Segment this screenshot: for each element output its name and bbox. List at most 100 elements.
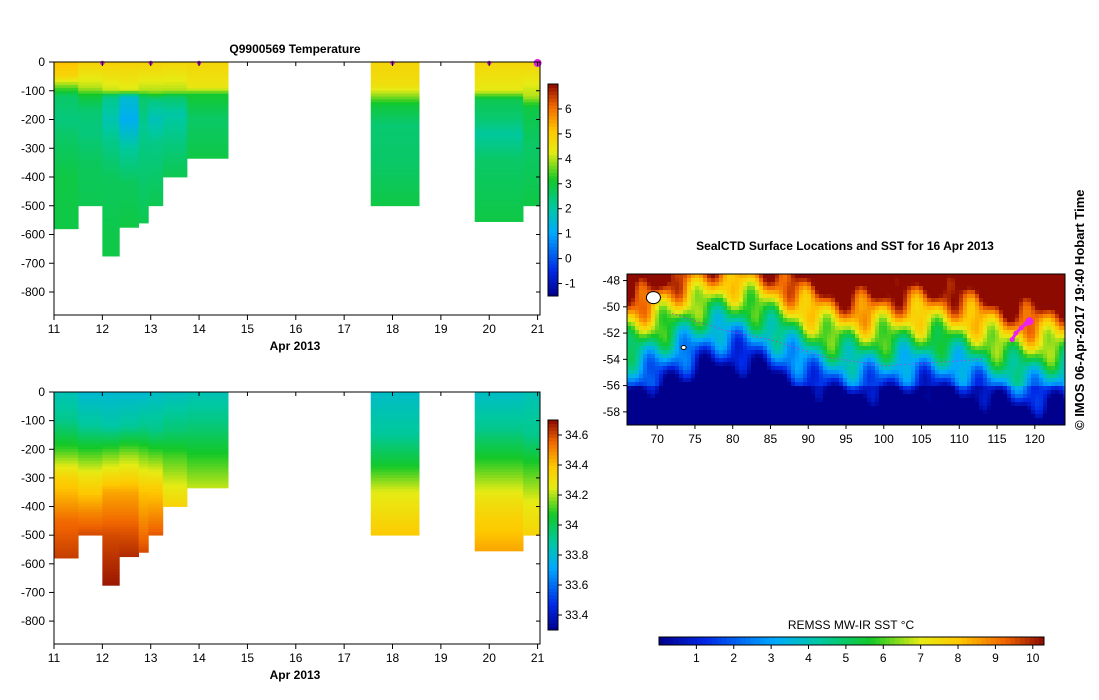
sst-cell xyxy=(851,306,856,311)
sst-cell xyxy=(1035,382,1040,387)
sst-cell xyxy=(667,330,672,335)
sst-cell xyxy=(1003,334,1008,339)
profile-3-cell xyxy=(119,174,140,178)
profile-5-cell xyxy=(148,182,164,187)
sst-cell xyxy=(751,310,756,315)
sst-cell xyxy=(843,326,848,331)
sst-cell xyxy=(1059,310,1064,315)
sst-cell xyxy=(943,326,948,331)
profile-10-cell xyxy=(523,440,541,444)
sst-cell xyxy=(835,294,840,299)
sst-cell xyxy=(735,354,740,359)
profile-9-cell xyxy=(474,87,524,92)
colorbar-segment xyxy=(548,243,558,248)
sst-cell xyxy=(939,390,944,395)
sst-cell xyxy=(715,286,720,291)
profile-4-cell xyxy=(138,523,149,527)
sst-cell xyxy=(835,310,840,315)
sst-cell xyxy=(1027,354,1032,359)
profile-5-cell xyxy=(148,477,164,482)
temperature-x-axis: 11 12 13 14 15 16 17 18 19 20 21 xyxy=(48,62,545,336)
profile-2-cell xyxy=(102,581,120,585)
profile-4-cell xyxy=(138,64,149,69)
profile-0-cell xyxy=(54,214,79,218)
sst-cell xyxy=(767,338,772,343)
profile-5-cell xyxy=(148,156,164,161)
sst-cell xyxy=(911,314,916,319)
sst-cell xyxy=(931,378,936,383)
sst-cell xyxy=(847,322,852,327)
sst-cell xyxy=(963,342,968,347)
sst-cell xyxy=(875,302,880,307)
profile-1-cell xyxy=(78,102,103,106)
sst-cell xyxy=(763,354,768,359)
x-tick-label: 11 xyxy=(48,651,61,665)
profile-4-cell xyxy=(138,125,149,129)
sst-cell xyxy=(843,378,848,383)
sst-cell xyxy=(663,358,668,363)
profile-7-cell xyxy=(186,417,229,422)
profile-8-cell xyxy=(370,113,420,118)
sst-cell xyxy=(955,310,960,315)
sst-cell xyxy=(895,354,900,359)
sst-cell xyxy=(883,298,888,303)
profile-9-cell xyxy=(474,179,524,184)
sst-cell xyxy=(763,374,768,379)
profile-5-cell xyxy=(148,414,164,419)
sst-cell xyxy=(819,290,824,295)
profile-1-cell xyxy=(78,469,103,473)
profile-4-cell xyxy=(138,515,149,519)
sst-cell xyxy=(971,378,976,383)
sst-cell xyxy=(691,386,696,391)
profile-5-cell xyxy=(148,455,164,459)
sst-cell xyxy=(663,290,668,295)
sst-cell xyxy=(815,346,820,351)
colorbar-segment xyxy=(548,84,558,89)
sst-cell xyxy=(987,294,992,299)
sst-map-title: SealCTD Surface Locations and SST for 16… xyxy=(696,239,994,253)
sst-cell xyxy=(1015,362,1020,367)
sst-cell xyxy=(735,370,740,375)
sst-cell xyxy=(907,350,912,355)
sst-cell xyxy=(699,374,704,379)
sst-cell xyxy=(835,374,840,379)
sst-cell xyxy=(747,290,752,295)
sst-cell xyxy=(643,314,648,319)
sst-cell xyxy=(819,394,824,399)
sst-cell xyxy=(943,362,948,367)
y-tick-label: 0 xyxy=(38,55,45,69)
colorbar-segment xyxy=(548,616,558,620)
profile-8-cell xyxy=(370,432,420,436)
sst-cell xyxy=(899,314,904,319)
sst-cell xyxy=(975,302,980,307)
sst-cell xyxy=(811,326,816,331)
sst-cell xyxy=(807,274,812,279)
colorbar-segment xyxy=(548,144,558,149)
profile-3-cell xyxy=(119,202,140,207)
sst-cell xyxy=(799,302,804,307)
sst-cell xyxy=(803,386,808,391)
sst-cell xyxy=(951,334,956,339)
profile-3-cell xyxy=(119,555,140,558)
sst-cell xyxy=(1059,366,1064,371)
sst-cell xyxy=(739,374,744,379)
profile-10-cell xyxy=(523,108,541,112)
sst-cell xyxy=(719,342,724,347)
profile-4-cell xyxy=(138,139,149,143)
sst-cell xyxy=(639,378,644,383)
sst-cell xyxy=(967,398,972,403)
sst-cell xyxy=(627,306,632,311)
sst-cell xyxy=(815,386,820,391)
profile-9-cell xyxy=(474,512,524,516)
profile-0-cell xyxy=(54,455,79,459)
sst-cell xyxy=(743,354,748,359)
sst-cell xyxy=(923,390,928,395)
sst-cell xyxy=(995,382,1000,387)
sst-cell xyxy=(663,398,668,403)
sst-cell xyxy=(691,346,696,351)
sst-cell xyxy=(747,326,752,331)
sst-cell xyxy=(791,398,796,403)
sst-cell xyxy=(875,390,880,395)
sst-cell xyxy=(691,398,696,403)
profile-7-cell xyxy=(186,486,229,489)
